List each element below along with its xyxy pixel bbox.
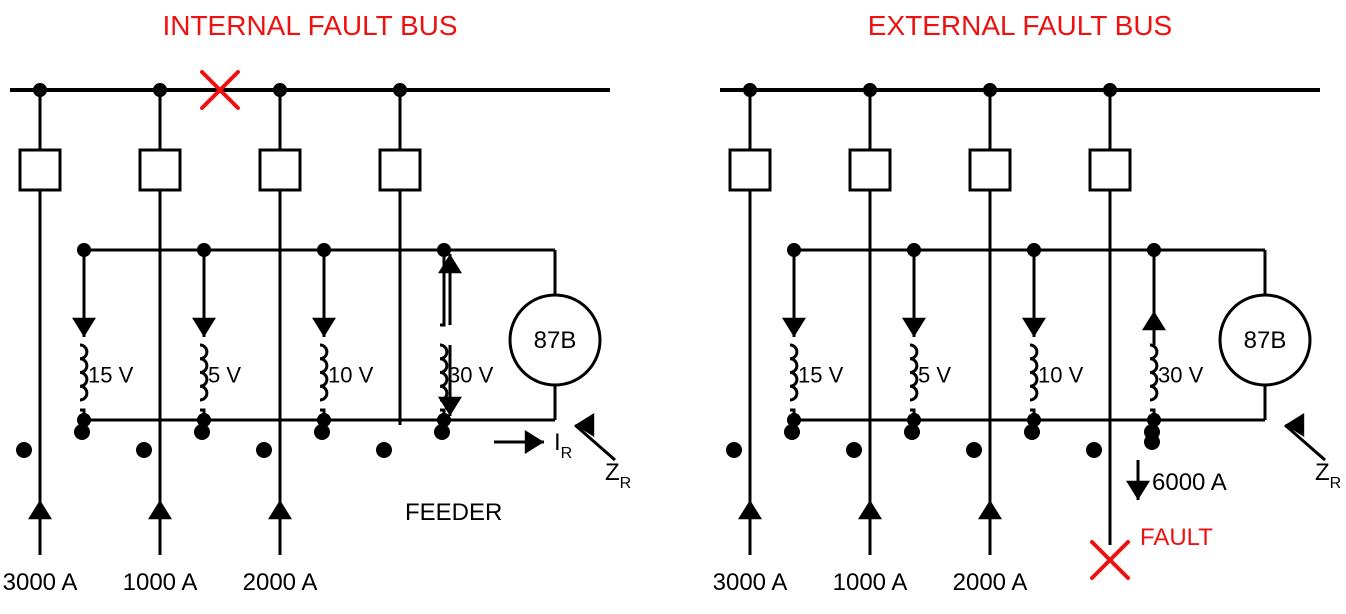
breaker [730,150,770,190]
feeder-label: FEEDER [405,499,502,526]
ct-voltage: 15 V [798,363,844,388]
feeder-current: 3000 A [713,569,788,596]
breaker [140,150,180,190]
feeder-current: 3000 A [3,569,78,596]
ct-voltage: 10 V [328,363,374,388]
zr-label: ZR [1315,459,1341,492]
title-external: EXTERNAL FAULT BUS [868,10,1172,41]
breaker [20,150,60,190]
zr-label: ZR [605,459,631,492]
feeder-current: 1000 A [123,569,198,596]
feeder-current: 1000 A [833,569,908,596]
breaker [850,150,890,190]
fault-current: 6000 A [1152,469,1227,496]
relay-label: 87B [1244,327,1287,354]
ct-voltage: 30 V [1158,363,1204,388]
fault-label: FAULT [1140,524,1213,551]
ct-voltage: 10 V [1038,363,1084,388]
ct-voltage: 5 V [208,363,241,388]
ct-voltage: 5 V [918,363,951,388]
feeder-current: 2000 A [243,569,318,596]
ct-voltage: 30 V [448,363,494,388]
relay-label: 87B [534,327,577,354]
feeder-current: 2000 A [953,569,1028,596]
breaker [380,150,420,190]
breaker [970,150,1010,190]
ir-label: IR [554,429,572,462]
breaker [1090,150,1130,190]
title-internal: INTERNAL FAULT BUS [162,10,457,41]
breaker [260,150,300,190]
ct-voltage: 15 V [88,363,134,388]
